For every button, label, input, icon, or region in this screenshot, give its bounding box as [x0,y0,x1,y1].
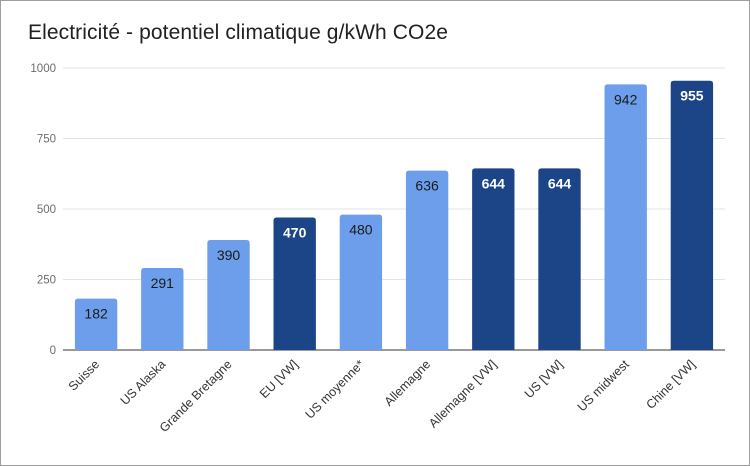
x-tick-label: EU [VW] [257,357,301,401]
x-tick-label: US midwest [575,357,632,414]
chart-title: Electricité - potentiel climatique g/kWh… [28,21,448,44]
y-tick-label: 750 [37,134,56,146]
y-tick-label: 250 [37,275,56,287]
bars [74,80,714,350]
y-tick-label: 1000 [30,63,56,75]
data-label: 644 [482,175,506,191]
data-label: 182 [84,306,108,322]
bar [472,168,515,350]
x-tick-label: US [VW] [522,357,566,401]
y-tick-label: 500 [37,204,56,216]
bar [604,84,647,350]
bar [74,298,118,350]
data-label: 390 [217,247,241,263]
x-tick-label: Allemagne [382,357,434,409]
data-label: 470 [283,224,307,240]
x-tick-label: Grande Bretagne [157,357,235,435]
data-label: 644 [548,175,572,191]
bar [339,214,383,350]
bar [141,267,184,350]
bar [670,80,714,350]
y-tick-label: 0 [50,345,56,357]
data-label: 942 [614,91,638,107]
bar [538,168,581,350]
data-label: 291 [151,275,175,291]
bar [405,170,449,350]
x-tick-label: Chine [VW] [643,357,698,412]
bar [273,217,316,350]
x-tick-label: Suisse [66,357,102,393]
x-tick-label: US Alaska [118,357,169,408]
x-tick-label: US moyenne* [303,357,368,422]
data-label: 480 [349,222,373,238]
data-label: 955 [680,88,704,104]
data-label: 636 [415,178,439,194]
x-tick-label: Allemagne [VW] [426,357,499,430]
bar [207,240,250,350]
data-labels: 182 291 390 470 480 636 644 644 942 955 [84,88,703,322]
